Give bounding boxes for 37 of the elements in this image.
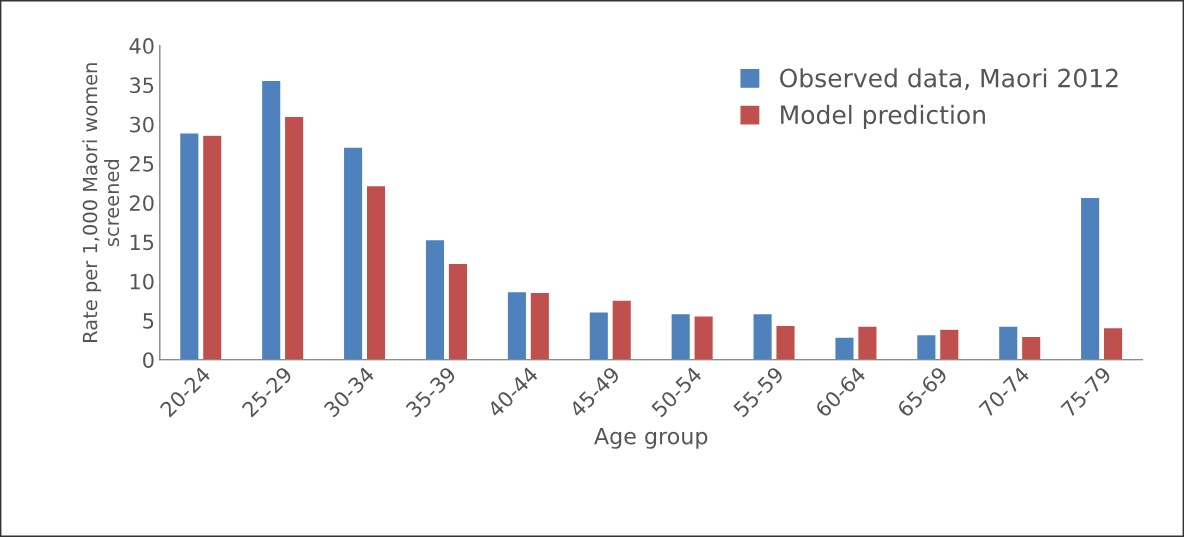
bar [611, 299, 633, 360]
bar [775, 324, 796, 360]
y-axis-title: Rate per 1,000 Maori women screened [82, 63, 120, 342]
bar [752, 312, 774, 360]
bar [447, 262, 469, 360]
bar [588, 311, 610, 360]
y-tick-label: 10 [130, 273, 154, 290]
bar [283, 115, 305, 360]
bar [856, 325, 878, 360]
y-tick-label: 30 [130, 116, 154, 133]
y-tick-label: 15 [130, 234, 154, 251]
bar [529, 291, 551, 360]
bar [201, 134, 223, 360]
bar [1102, 326, 1124, 360]
bar [178, 132, 200, 360]
bar [915, 333, 937, 360]
y-tick-label: 5 [143, 313, 154, 329]
bar [693, 315, 715, 360]
bar [342, 146, 364, 360]
bar [834, 336, 855, 360]
y-tick-label: 20 [130, 195, 154, 211]
bar [670, 312, 692, 360]
y-tick-label: 35 [130, 77, 154, 94]
bar [1020, 335, 1042, 360]
bar [506, 290, 528, 360]
bar [938, 328, 960, 360]
legend-label: Observed data, Maori 2012 [780, 68, 1118, 91]
y-tick-label: 0 [143, 352, 154, 368]
x-axis-title: Age group [594, 427, 708, 449]
bar [997, 325, 1019, 360]
bar [1079, 196, 1101, 360]
bar [365, 184, 387, 360]
legend-label: Model prediction [781, 104, 985, 130]
bar [260, 79, 282, 360]
y-tick-label: 40 [129, 38, 154, 54]
y-tick-label: 25 [130, 155, 154, 172]
bar [424, 238, 446, 360]
